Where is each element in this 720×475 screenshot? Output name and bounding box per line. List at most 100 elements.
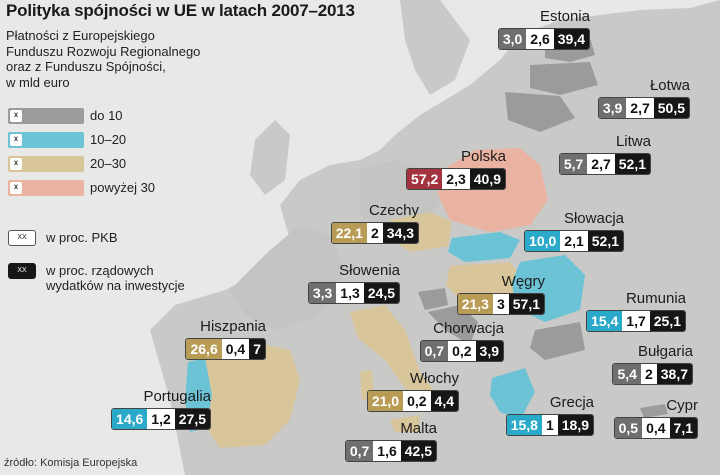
- shape-slovakia: [448, 232, 520, 262]
- gdp-pct-value: 0,2: [403, 391, 431, 411]
- payments-value: 15,8: [506, 415, 542, 435]
- value-boxes: 15,8 1 18,9: [505, 414, 594, 436]
- value-boxes: 15,4 1,7 25,1: [586, 310, 686, 332]
- source-note: źródło: Komisja Europejska: [4, 457, 138, 469]
- shape-latvia: [530, 62, 598, 95]
- invest-pct-value: 52,1: [614, 154, 650, 174]
- payments-value: 5,7: [559, 154, 588, 174]
- payments-value: 3,0: [498, 29, 527, 49]
- legend-mark: X: [10, 110, 22, 122]
- key-label: w proc. rządowych wydatków na inwestycje: [46, 263, 185, 293]
- country-label-4: Czechy 22,1 2 34,3: [330, 202, 419, 244]
- key-sample-black: XX: [8, 263, 36, 279]
- payments-value: 10,0: [525, 231, 561, 251]
- country-label-3: Polska 57,2 2,3 40,9: [406, 148, 506, 190]
- invest-pct-value: 40,9: [469, 169, 505, 189]
- legend-swatch: X: [8, 108, 84, 124]
- invest-pct-value: 25,1: [649, 311, 685, 331]
- gdp-pct-value: 0,4: [221, 339, 250, 359]
- value-boxes: 26,6 0,4 7: [185, 338, 266, 360]
- key-label: w proc. PKB: [46, 230, 118, 245]
- subtitle-line: Funduszu Rozwoju Regionalnego: [6, 43, 201, 59]
- gdp-pct-value: 1: [541, 415, 558, 435]
- legend-item-20-30: X 20–30: [8, 156, 126, 172]
- value-boxes: 3,9 2,7 50,5: [597, 97, 690, 119]
- country-name: Rumunia: [625, 290, 686, 307]
- invest-pct-value: 4,4: [430, 391, 458, 411]
- country-label-8: Rumunia 15,4 1,7 25,1: [586, 290, 686, 332]
- country-label-16: Malta 0,7 1,6 42,5: [344, 420, 437, 462]
- legend-item-10-20: X 10–20: [8, 132, 126, 148]
- value-boxes: 3,0 2,6 39,4: [497, 28, 590, 50]
- gdp-pct-value: 2,3: [442, 169, 470, 189]
- payments-value: 22,1: [331, 223, 367, 243]
- country-label-14: Grecja 15,8 1 18,9: [505, 394, 594, 436]
- country-label-2: Litwa 5,7 2,7 52,1: [558, 133, 651, 175]
- country-name: Słowacja: [563, 210, 624, 227]
- gdp-pct-value: 1,2: [147, 409, 175, 429]
- payments-value: 57,2: [407, 169, 443, 189]
- legend-mark: X: [10, 158, 22, 170]
- payments-value: 0,5: [614, 418, 643, 438]
- legend-label: do 10: [90, 108, 123, 123]
- country-name: Bułgaria: [637, 343, 693, 360]
- country-name: Malta: [400, 420, 437, 437]
- invest-pct-value: 7: [249, 339, 265, 359]
- key-label-line: wydatków na inwestycje: [46, 278, 185, 293]
- shape-greece: [490, 368, 535, 420]
- legend-label: powyżej 30: [90, 180, 156, 195]
- value-boxes: 10,0 2,1 52,1: [524, 230, 624, 252]
- gdp-pct-value: 0,2: [448, 341, 476, 361]
- key-label-line: w proc. rządowych: [46, 263, 154, 278]
- country-name: Włochy: [409, 370, 459, 387]
- legend-label: 10–20: [90, 132, 127, 147]
- gdp-pct-value: 2,6: [526, 29, 554, 49]
- country-label-11: Bułgaria 5,4 2 38,7: [612, 343, 693, 385]
- invest-pct-value: 3,9: [475, 341, 503, 361]
- country-label-12: Włochy 21,0 0,2 4,4: [366, 370, 459, 412]
- shape-slovenia: [418, 288, 448, 310]
- subtitle-line: oraz z Funduszu Spójności,: [6, 59, 166, 74]
- land-britain: [250, 120, 290, 195]
- legend-key-gdp: XX w proc. PKB: [8, 230, 118, 246]
- value-boxes: 57,2 2,3 40,9: [406, 168, 506, 190]
- country-name: Łotwa: [649, 77, 690, 94]
- payments-value: 0,7: [420, 341, 449, 361]
- invest-pct-value: 52,1: [587, 231, 623, 251]
- value-boxes: 5,4 2 38,7: [612, 363, 693, 385]
- country-name: Portugalia: [143, 388, 211, 405]
- country-name: Litwa: [615, 133, 651, 150]
- gdp-pct-value: 2,7: [587, 154, 615, 174]
- country-label-6: Słowenia 3,3 1,3 24,5: [307, 262, 400, 304]
- country-label-0: Estonia 3,0 2,6 39,4: [497, 8, 590, 50]
- gdp-pct-value: 2: [640, 364, 657, 384]
- value-boxes: 0,7 1,6 42,5: [344, 440, 437, 462]
- shape-hungary: [446, 262, 525, 302]
- gdp-pct-value: 2,1: [560, 231, 588, 251]
- shape-croatia: [428, 305, 478, 345]
- payments-value: 14,6: [112, 409, 148, 429]
- key-sample-white: XX: [8, 230, 36, 246]
- payments-value: 3,3: [308, 283, 337, 303]
- country-name: Grecja: [549, 394, 594, 411]
- shape-cyprus: [640, 404, 668, 418]
- legend-swatch: X: [8, 156, 84, 172]
- value-boxes: 21,0 0,2 4,4: [366, 390, 459, 412]
- invest-pct-value: 18,9: [557, 415, 593, 435]
- value-boxes: 3,3 1,3 24,5: [307, 282, 400, 304]
- invest-pct-value: 34,3: [382, 223, 418, 243]
- country-name: Chorwacja: [433, 320, 504, 337]
- subtitle: Płatności z Europejskiego Funduszu Rozwo…: [6, 28, 246, 90]
- payments-value: 15,4: [587, 311, 623, 331]
- payments-value: 5,4: [613, 364, 641, 384]
- country-name: Węgry: [501, 273, 545, 290]
- legend-key-invest: XX w proc. rządowych wydatków na inwesty…: [8, 263, 185, 293]
- gdp-pct-value: 1,3: [336, 283, 364, 303]
- value-boxes: 0,5 0,4 7,1: [613, 417, 698, 439]
- country-name: Estonia: [539, 8, 590, 25]
- invest-pct-value: 42,5: [400, 441, 436, 461]
- shape-bulgaria: [530, 322, 585, 360]
- invest-pct-value: 57,1: [508, 294, 544, 314]
- country-name: Polska: [460, 148, 506, 165]
